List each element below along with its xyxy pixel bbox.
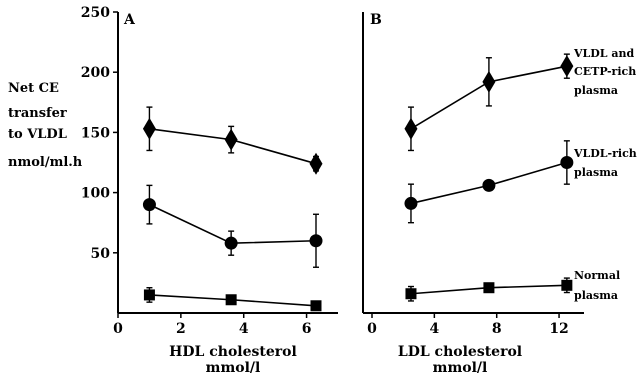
panel-b-x-axis-title-line-1: LDL cholesterol bbox=[398, 344, 522, 360]
panel-a-x-tick-label: 6 bbox=[302, 321, 312, 337]
series-label-vldl-cetp-line-1: VLDL and bbox=[573, 47, 634, 60]
data-point-diamond bbox=[404, 117, 418, 140]
panel-b-label: B bbox=[370, 12, 382, 28]
panel-b-x-tick-label: 0 bbox=[367, 321, 377, 337]
panel-a-y-tick-label: 250 bbox=[81, 5, 110, 21]
data-point-circle bbox=[560, 156, 574, 169]
panel-a-x-axis-title-line-1: HDL cholesterol bbox=[169, 344, 297, 360]
data-point-square bbox=[405, 288, 417, 300]
y-axis-title: Net CE transfer to VLDL nmol/ml.h bbox=[8, 81, 83, 170]
series-label-vldl-rich-line-2: plasma bbox=[574, 166, 618, 179]
data-point-diamond bbox=[309, 152, 323, 175]
panel-a-label: A bbox=[123, 12, 136, 28]
series-label-vldl-cetp: VLDL and CETP-rich plasma bbox=[573, 47, 636, 97]
series-label-vldl-rich-line-1: VLDL-rich bbox=[573, 147, 637, 160]
series-label-normal-line-1: Normal bbox=[574, 269, 620, 282]
series-label-vldl-rich: VLDL-rich plasma bbox=[573, 147, 637, 179]
series-label-vldl-cetp-line-3: plasma bbox=[574, 84, 618, 97]
data-point-square bbox=[483, 282, 495, 294]
panel-b-x-tick-label: 4 bbox=[429, 321, 439, 337]
data-point-circle bbox=[404, 196, 418, 210]
panel-a-x-tick-label: 4 bbox=[239, 321, 249, 337]
y-axis-title-line-3: to VLDL bbox=[8, 127, 67, 142]
series-label-normal: Normal plasma bbox=[574, 269, 620, 302]
data-point-square bbox=[143, 289, 155, 301]
panel-a-y-tick-label: 50 bbox=[91, 246, 111, 262]
panel-a-x-tick-label: 2 bbox=[176, 321, 186, 337]
data-point-square bbox=[561, 279, 573, 291]
data-point-circle bbox=[224, 236, 238, 250]
panel-a-y-tick-label: 150 bbox=[81, 125, 110, 141]
panel-a: A HDL cholesterol mmol/l 0 2 4 6 50 100 150 200… bbox=[81, 5, 338, 376]
panel-b-x-tick-label: 12 bbox=[549, 321, 568, 337]
series-label-vldl-cetp-line-2: CETP-rich bbox=[574, 65, 636, 78]
data-point-diamond bbox=[482, 70, 496, 93]
data-point-diamond bbox=[560, 55, 574, 78]
series-labels: VLDL and CETP-rich plasma VLDL-rich plas… bbox=[573, 47, 637, 302]
series-label-normal-line-2: plasma bbox=[574, 289, 618, 302]
y-axis-title-line-2: transfer bbox=[8, 106, 67, 121]
panel-b: B LDL cholesterol mmol/l 0 4 8 12 bbox=[362, 12, 584, 376]
y-axis-title-line-1: Net CE bbox=[8, 81, 59, 96]
data-point-diamond bbox=[224, 128, 238, 151]
y-axis-title-line-4: nmol/ml.h bbox=[8, 155, 83, 170]
data-point-circle bbox=[309, 234, 323, 248]
data-point-square bbox=[225, 294, 237, 306]
data-point-circle bbox=[482, 178, 496, 192]
panel-b-x-axis-title-line-2: mmol/l bbox=[433, 360, 488, 376]
panel-b-x-tick-label: 8 bbox=[492, 321, 502, 337]
data-point-square bbox=[310, 300, 322, 312]
panel-a-x-tick-label: 0 bbox=[113, 321, 123, 337]
panel-a-y-tick-label: 100 bbox=[81, 186, 110, 202]
panel-a-y-tick-label: 200 bbox=[81, 65, 110, 81]
data-point-circle bbox=[142, 198, 156, 212]
panel-a-x-axis-title-line-2: mmol/l bbox=[206, 360, 261, 376]
data-point-diamond bbox=[142, 117, 156, 140]
